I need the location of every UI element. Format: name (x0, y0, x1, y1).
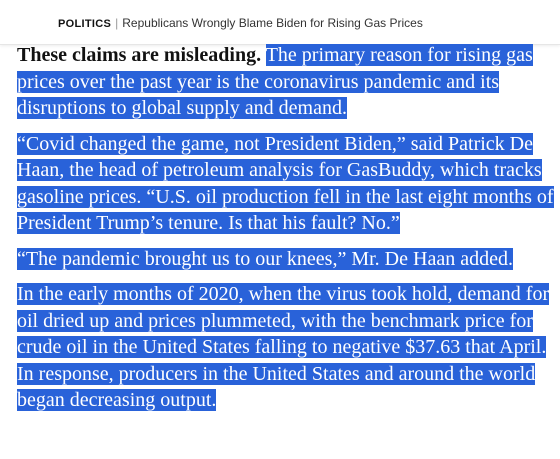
lead-bold-text: These claims are misleading. (17, 44, 262, 66)
paragraph-1-line-3: disruptions to global supply and demand. (17, 95, 547, 122)
selected-text: “Covid changed the game, not President B… (17, 132, 533, 155)
selected-text: prices over the past year is the coronav… (17, 70, 500, 93)
paragraph-2-line-2: Haan, the head of petroleum analysis for… (17, 157, 547, 184)
paragraph-3-line-1: “The pandemic brought us to our knees,” … (17, 246, 547, 273)
paragraph-4-line-4: In response, producers in the United Sta… (17, 361, 547, 388)
selected-text: “The pandemic brought us to our knees,” … (17, 247, 513, 270)
header-headline: Republicans Wrongly Blame Biden for Risi… (122, 16, 423, 30)
selected-text: President Trump’s tenure. Is that his fa… (17, 212, 400, 234)
paragraph-2: “Covid changed the game, not President B… (17, 131, 554, 237)
selected-text: gasoline prices. “U.S. oil production fe… (17, 185, 554, 208)
selected-text: In the early months of 2020, when the vi… (17, 283, 550, 305)
paragraph-2-line-3: gasoline prices. “U.S. oil production fe… (17, 184, 554, 211)
paragraph-2-line-1: “Covid changed the game, not President B… (17, 131, 547, 158)
header-separator: | (115, 16, 119, 30)
paragraph-1-line-2: prices over the past year is the coronav… (17, 69, 547, 96)
article-body: These claims are misleading. The primary… (17, 42, 554, 414)
paragraph-3: “The pandemic brought us to our knees,” … (17, 246, 547, 273)
paragraph-1-line-1: These claims are misleading. The primary… (17, 42, 547, 69)
selected-text: Haan, the head of petroleum analysis for… (17, 159, 542, 181)
selected-text: In response, producers in the United Sta… (17, 362, 536, 385)
selected-text: crude oil in the United States falling t… (17, 336, 547, 358)
paragraph-4-line-2: oil dried up and prices plummeted, with … (17, 308, 547, 335)
paragraph-4-line-1: In the early months of 2020, when the vi… (17, 281, 550, 308)
selected-text: began decreasing output. (17, 389, 217, 411)
paragraph-4-line-3: crude oil in the United States falling t… (17, 334, 547, 361)
section-label[interactable]: POLITICS (58, 18, 112, 30)
selected-text: disruptions to global supply and demand. (17, 97, 347, 119)
paragraph-2-line-4: President Trump’s tenure. Is that his fa… (17, 210, 547, 237)
paragraph-1: These claims are misleading. The primary… (17, 42, 547, 122)
paragraph-4: In the early months of 2020, when the vi… (17, 281, 550, 414)
article-header-bar: POLITICS | Republicans Wrongly Blame Biden… (0, 0, 560, 45)
selected-text: oil dried up and prices plummeted, with … (17, 309, 533, 332)
header-inner: POLITICS | Republicans Wrongly Blame Biden… (58, 15, 423, 32)
paragraph-4-line-5: began decreasing output. (17, 387, 547, 414)
selected-text: The primary reason for rising gas (265, 44, 533, 66)
